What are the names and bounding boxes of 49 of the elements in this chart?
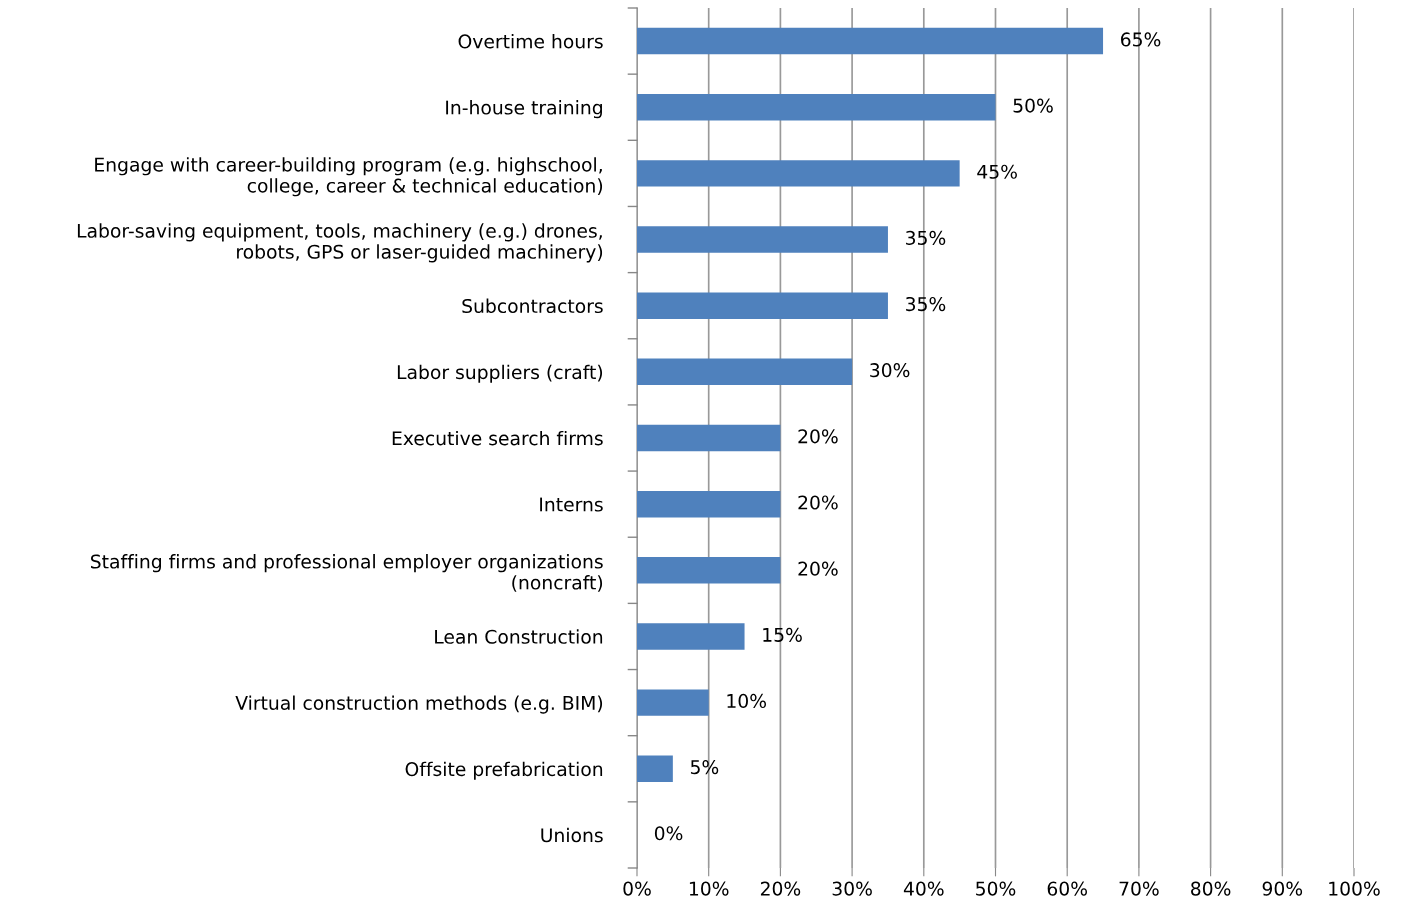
- bar: [637, 94, 996, 121]
- y-tick-label: Virtual construction methods (e.g. BIM): [235, 695, 603, 714]
- y-tick-label: Interns: [540, 497, 603, 512]
- y-tick-label: Staffing firms and professional employer organizations (noncraft): [90, 554, 603, 592]
- data-label: 15%: [763, 627, 802, 642]
- x-tick-label: 30%: [832, 881, 872, 896]
- bar: [637, 623, 745, 650]
- bar: [637, 27, 1104, 55]
- data-label: 10%: [727, 693, 767, 709]
- bar: [637, 755, 673, 782]
- bar: [637, 292, 888, 319]
- data-label: 0%: [654, 826, 683, 841]
- x-tick-label: 80%: [1191, 881, 1231, 896]
- bar: [637, 424, 781, 452]
- data-label: 20%: [798, 561, 838, 576]
- data-label: 50%: [1013, 98, 1053, 113]
- bar: [637, 358, 853, 386]
- y-tick-label: Executive search firms: [392, 430, 603, 446]
- data-label: 20%: [798, 429, 838, 444]
- x-tick-label: 40%: [903, 881, 944, 896]
- x-tick-label: 90%: [1262, 881, 1303, 896]
- data-label: 45%: [977, 164, 1017, 179]
- x-tick-label: 100%: [1329, 881, 1380, 896]
- bar: [637, 557, 781, 584]
- data-label: 5%: [690, 760, 719, 775]
- data-label: 20%: [798, 495, 838, 510]
- bar: [637, 160, 960, 187]
- bar: [637, 490, 781, 518]
- bar: [637, 689, 709, 716]
- y-tick-label: Labor-saving equipment, tools, machinery (e.g.) drones, robots, GPS or laser-guided machinery): [77, 223, 603, 263]
- y-tick-label: Subcontractors: [462, 298, 603, 314]
- y-tick-label: Offsite prefabrication: [405, 761, 603, 780]
- data-label: 30%: [870, 363, 910, 378]
- data-label: 65%: [1121, 32, 1161, 47]
- x-tick-label: 0%: [623, 881, 651, 896]
- y-tick-label: Labor suppliers (craft): [397, 364, 603, 383]
- y-tick-label: Engage with career-building program (e.g. highschool, college, career & technical education): [95, 157, 603, 197]
- y-tick-label: Unions: [541, 827, 603, 843]
- x-tick-label: 20%: [760, 881, 801, 896]
- y-tick-label: Overtime hours: [458, 33, 603, 49]
- data-label: 35%: [906, 230, 946, 245]
- y-tick-label: In-house training: [446, 100, 602, 119]
- x-tick-label: 50%: [976, 881, 1016, 896]
- bar: [637, 226, 888, 253]
- x-tick-label: 10%: [689, 881, 729, 896]
- y-tick-label: Lean Construction: [435, 629, 603, 644]
- data-label: 35%: [906, 296, 946, 312]
- x-tick-label: 70%: [1119, 881, 1159, 896]
- x-tick-label: 60%: [1047, 881, 1087, 896]
